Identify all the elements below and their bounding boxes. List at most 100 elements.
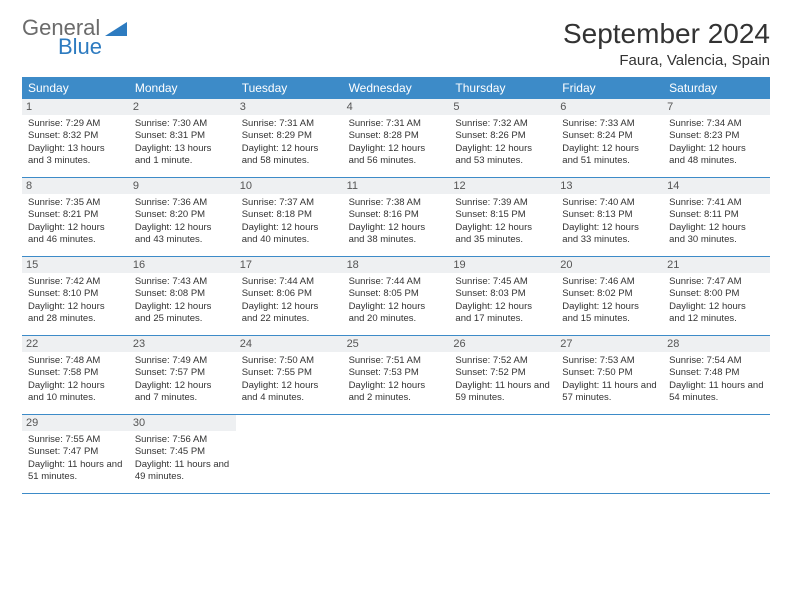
calendar: Sunday Monday Tuesday Wednesday Thursday… (22, 77, 770, 494)
sunset-text: Sunset: 8:13 PM (562, 209, 657, 221)
sunrise-text: Sunrise: 7:50 AM (242, 355, 337, 367)
sunrise-text: Sunrise: 7:48 AM (28, 355, 123, 367)
sunset-text: Sunset: 7:58 PM (28, 367, 123, 379)
sunset-text: Sunset: 7:48 PM (669, 367, 764, 379)
logo-triangle-icon (105, 20, 127, 41)
day-number: 29 (22, 415, 129, 431)
daylight-text: Daylight: 12 hours and 22 minutes. (242, 301, 337, 326)
day-number: 5 (449, 99, 556, 115)
day-number: 24 (236, 336, 343, 352)
sunset-text: Sunset: 8:29 PM (242, 130, 337, 142)
sunset-text: Sunset: 7:55 PM (242, 367, 337, 379)
daylight-text: Daylight: 12 hours and 40 minutes. (242, 222, 337, 247)
sunrise-text: Sunrise: 7:38 AM (349, 197, 444, 209)
sunrise-text: Sunrise: 7:36 AM (135, 197, 230, 209)
sunset-text: Sunset: 8:23 PM (669, 130, 764, 142)
calendar-day: 6Sunrise: 7:33 AMSunset: 8:24 PMDaylight… (556, 99, 663, 177)
sunset-text: Sunset: 8:31 PM (135, 130, 230, 142)
month-title: September 2024 (563, 18, 770, 50)
sunrise-text: Sunrise: 7:32 AM (455, 118, 550, 130)
calendar-week: 1Sunrise: 7:29 AMSunset: 8:32 PMDaylight… (22, 99, 770, 178)
calendar-day: 21Sunrise: 7:47 AMSunset: 8:00 PMDayligh… (663, 257, 770, 335)
day-number: 25 (343, 336, 450, 352)
calendar-day: 26Sunrise: 7:52 AMSunset: 7:52 PMDayligh… (449, 336, 556, 414)
calendar-day: 15Sunrise: 7:42 AMSunset: 8:10 PMDayligh… (22, 257, 129, 335)
day-number: 4 (343, 99, 450, 115)
calendar-day-empty (449, 415, 556, 493)
title-block: September 2024 Faura, Valencia, Spain (563, 18, 770, 69)
calendar-week: 29Sunrise: 7:55 AMSunset: 7:47 PMDayligh… (22, 415, 770, 494)
day-number: 15 (22, 257, 129, 273)
sunrise-text: Sunrise: 7:44 AM (349, 276, 444, 288)
calendar-day: 24Sunrise: 7:50 AMSunset: 7:55 PMDayligh… (236, 336, 343, 414)
day-number: 26 (449, 336, 556, 352)
calendar-day: 20 Sunrise: 7:46 AMSunset: 8:02 PMDayligh… (556, 257, 663, 335)
sunrise-text: Sunrise: 7:40 AM (562, 197, 657, 209)
daylight-text: Daylight: 12 hours and 33 minutes. (562, 222, 657, 247)
daylight-text: Daylight: 12 hours and 10 minutes. (28, 380, 123, 405)
sunrise-text: Sunrise: 7:31 AM (242, 118, 337, 130)
day-number: 12 (449, 178, 556, 194)
sunset-text: Sunset: 7:57 PM (135, 367, 230, 379)
sunset-text: Sunset: 8:11 PM (669, 209, 764, 221)
calendar-day-empty (236, 415, 343, 493)
calendar-day: 5Sunrise: 7:32 AMSunset: 8:26 PMDaylight… (449, 99, 556, 177)
sunrise-text: Sunrise: 7:56 AM (135, 434, 230, 446)
day-number: 3 (236, 99, 343, 115)
sunset-text: Sunset: 8:28 PM (349, 130, 444, 142)
daylight-text: Daylight: 12 hours and 53 minutes. (455, 143, 550, 168)
daylight-text: Daylight: 12 hours and 15 minutes. (562, 301, 657, 326)
daylight-text: Daylight: 12 hours and 58 minutes. (242, 143, 337, 168)
sunrise-text: Sunrise: 7:42 AM (28, 276, 123, 288)
calendar-day: 9Sunrise: 7:36 AMSunset: 8:20 PMDaylight… (129, 178, 236, 256)
calendar-day: 13 Sunrise: 7:40 AMSunset: 8:13 PMDayligh… (556, 178, 663, 256)
sunrise-text: Sunrise: 7:33 AM (562, 118, 657, 130)
day-number: 9 (129, 178, 236, 194)
sunrise-text: Sunrise: 7:46 AM (562, 276, 657, 288)
sunrise-text: Sunrise: 7:39 AM (455, 197, 550, 209)
calendar-day: 3 Sunrise: 7:31 AMSunset: 8:29 PMDaylight… (236, 99, 343, 177)
daylight-text: Daylight: 12 hours and 38 minutes. (349, 222, 444, 247)
sunrise-text: Sunrise: 7:54 AM (669, 355, 764, 367)
sunrise-text: Sunrise: 7:44 AM (242, 276, 337, 288)
day-number: 21 (663, 257, 770, 273)
day-number: 13 (556, 178, 663, 194)
day-header: Saturday (663, 77, 770, 99)
header: General Blue September 2024 Faura, Valen… (22, 18, 770, 69)
sunrise-text: Sunrise: 7:34 AM (669, 118, 764, 130)
daylight-text: Daylight: 13 hours and 1 minute. (135, 143, 230, 168)
day-header: Wednesday (343, 77, 450, 99)
day-number: 7 (663, 99, 770, 115)
sunset-text: Sunset: 8:02 PM (562, 288, 657, 300)
day-header: Monday (129, 77, 236, 99)
sunset-text: Sunset: 8:08 PM (135, 288, 230, 300)
day-number: 11 (343, 178, 450, 194)
sunrise-text: Sunrise: 7:51 AM (349, 355, 444, 367)
sunset-text: Sunset: 8:06 PM (242, 288, 337, 300)
daylight-text: Daylight: 11 hours and 54 minutes. (669, 380, 764, 405)
calendar-day: 18Sunrise: 7:44 AMSunset: 8:05 PMDayligh… (343, 257, 450, 335)
day-header: Thursday (449, 77, 556, 99)
calendar-day: 28Sunrise: 7:54 AMSunset: 7:48 PMDayligh… (663, 336, 770, 414)
day-number: 8 (22, 178, 129, 194)
calendar-day: 19Sunrise: 7:45 AMSunset: 8:03 PMDayligh… (449, 257, 556, 335)
calendar-day: 11Sunrise: 7:38 AMSunset: 8:16 PMDayligh… (343, 178, 450, 256)
calendar-day: 30Sunrise: 7:56 AMSunset: 7:45 PMDayligh… (129, 415, 236, 493)
sunset-text: Sunset: 7:53 PM (349, 367, 444, 379)
daylight-text: Daylight: 11 hours and 49 minutes. (135, 459, 230, 484)
sunrise-text: Sunrise: 7:37 AM (242, 197, 337, 209)
day-header: Friday (556, 77, 663, 99)
day-number: 10 (236, 178, 343, 194)
sunset-text: Sunset: 8:20 PM (135, 209, 230, 221)
daylight-text: Daylight: 11 hours and 57 minutes. (562, 380, 657, 405)
day-number: 20 (556, 257, 663, 273)
calendar-day: 12Sunrise: 7:39 AMSunset: 8:15 PMDayligh… (449, 178, 556, 256)
day-number: 23 (129, 336, 236, 352)
day-number: 6 (556, 99, 663, 115)
sunset-text: Sunset: 8:21 PM (28, 209, 123, 221)
calendar-day: 29Sunrise: 7:55 AMSunset: 7:47 PMDayligh… (22, 415, 129, 493)
sunrise-text: Sunrise: 7:43 AM (135, 276, 230, 288)
daylight-text: Daylight: 12 hours and 2 minutes. (349, 380, 444, 405)
sunset-text: Sunset: 8:15 PM (455, 209, 550, 221)
calendar-day: 14Sunrise: 7:41 AMSunset: 8:11 PMDayligh… (663, 178, 770, 256)
